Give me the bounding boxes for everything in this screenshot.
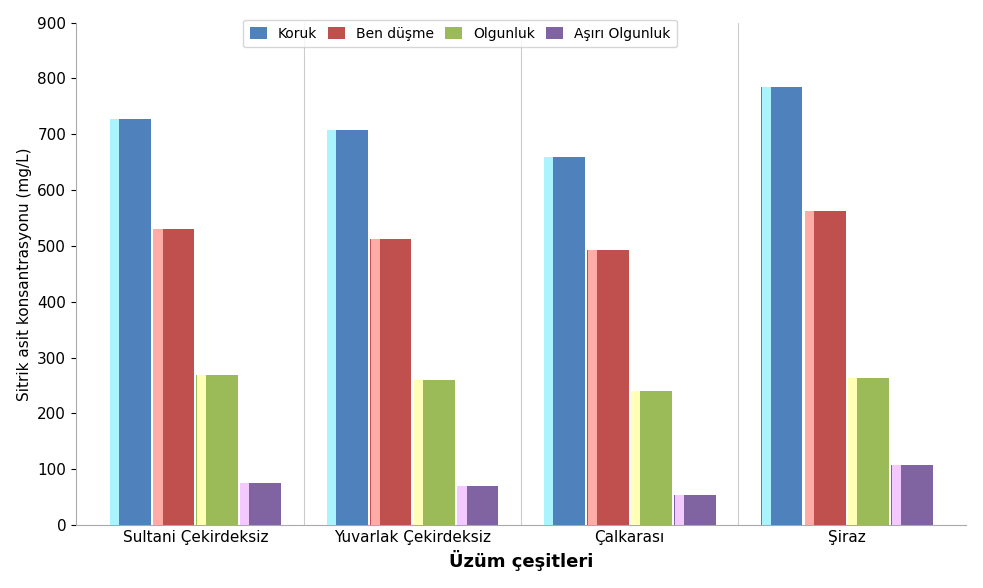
Bar [892, 465, 900, 525]
Bar [326, 131, 368, 525]
Bar [197, 375, 206, 525]
Bar [327, 131, 336, 525]
Bar [197, 375, 238, 525]
Legend: Koruk, Ben düşme, Olgunluk, Aşırı Olgunluk: Koruk, Ben düşme, Olgunluk, Aşırı Olgunl… [243, 19, 677, 48]
Bar [848, 378, 890, 525]
Bar [240, 483, 250, 525]
Bar [371, 239, 379, 525]
Bar [848, 378, 857, 525]
Bar [544, 156, 585, 525]
Bar [457, 486, 467, 525]
Bar [110, 119, 150, 525]
Bar [414, 380, 423, 525]
Bar [110, 119, 119, 525]
Bar [153, 229, 195, 525]
Bar [761, 87, 802, 525]
Bar [805, 211, 814, 525]
Bar [457, 486, 498, 525]
Bar [892, 465, 933, 525]
Bar [674, 495, 716, 525]
Bar [762, 87, 771, 525]
Bar [414, 380, 455, 525]
Bar [545, 156, 553, 525]
X-axis label: Üzüm çeşitleri: Üzüm çeşitleri [449, 550, 594, 572]
Bar [631, 391, 672, 525]
Bar [588, 250, 629, 525]
Bar [153, 229, 162, 525]
Bar [588, 250, 597, 525]
Bar [631, 391, 640, 525]
Bar [240, 483, 281, 525]
Y-axis label: Sitrik asit konsantrasyonu (mg/L): Sitrik asit konsantrasyonu (mg/L) [17, 147, 31, 400]
Bar [804, 211, 845, 525]
Bar [674, 495, 684, 525]
Bar [371, 239, 412, 525]
